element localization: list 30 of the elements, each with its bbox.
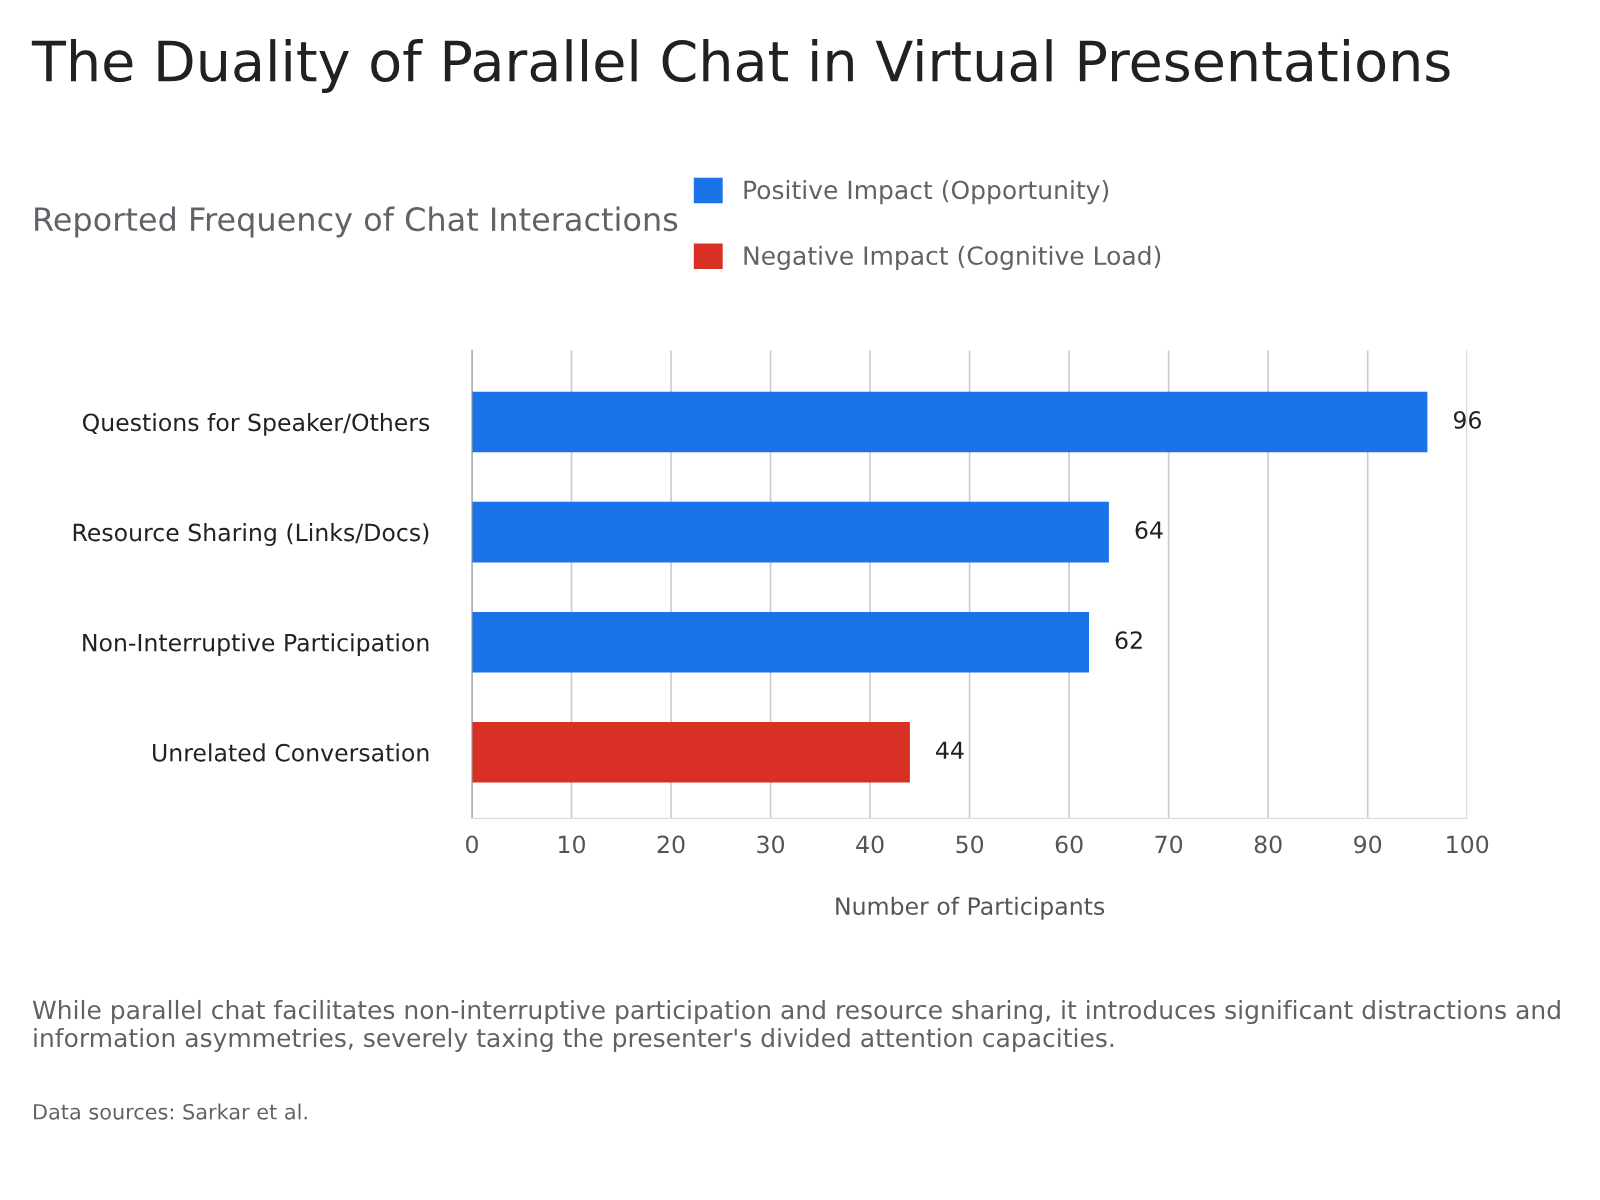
x-axis-title: Number of Participants <box>836 896 1105 920</box>
bar <box>472 501 1109 563</box>
legend-label: Positive Impact (Opportunity) <box>744 180 1109 205</box>
chart-subtitle: Reported Frequency of Chat Interactions <box>35 206 678 238</box>
x-tick-label: 50 <box>956 835 984 854</box>
x-tick-label: 60 <box>1055 835 1083 854</box>
y-tick-label: Questions for Speaker/Others <box>82 413 430 436</box>
data-label: 44 <box>936 741 964 759</box>
data-label: 64 <box>1135 521 1163 539</box>
x-tick-label: 10 <box>559 835 585 854</box>
y-tick-label: Unrelated Conversation <box>153 743 429 762</box>
bar <box>472 391 1428 453</box>
y-tick-label: Resource Sharing (Links/Docs) <box>73 523 429 546</box>
x-tick-label: 0 <box>466 835 478 854</box>
text: While parallel chat facilitates non-interruptive participation and resource sharing, it introduces significant distractions and information asymmetries, severely taxing the presenter's divided attention capacities. <box>32 999 1560 1053</box>
legend-label: Negative Impact (Cognitive Load) <box>744 245 1161 270</box>
x-tick-label: 40 <box>856 835 884 854</box>
x-tick-label: 70 <box>1155 835 1183 854</box>
x-tick-label: 90 <box>1354 835 1382 854</box>
x-tick-label: 20 <box>657 835 685 854</box>
data-label: 96 <box>1453 410 1481 429</box>
bar <box>472 722 910 783</box>
x-tick-label: 100 <box>1447 835 1489 854</box>
x-tick-label: 30 <box>757 835 785 854</box>
text: Data sources: Sarkar et al. <box>34 1103 307 1120</box>
x-tick-label: 80 <box>1254 835 1282 854</box>
bar <box>472 611 1090 673</box>
chart-title: The Duality of Parallel Chat in Virtual Presentations <box>31 39 1450 93</box>
y-tick-label: Non-Interruptive Participation <box>83 633 429 657</box>
data-label: 62 <box>1115 631 1142 650</box>
